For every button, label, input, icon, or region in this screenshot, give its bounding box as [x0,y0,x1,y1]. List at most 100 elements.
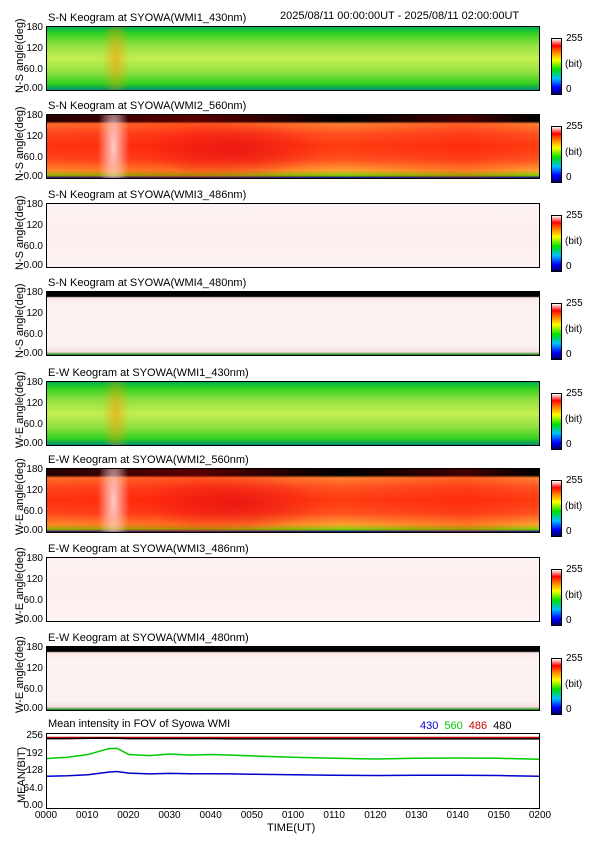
colorbar [551,38,562,95]
y-tick-label: 0.00 [23,83,43,95]
colorbar-max: 255 [566,298,583,309]
colorbar [551,126,562,183]
panel-title: E-W Keogram at SYOWA(WMI4_480nm) [48,632,249,644]
colorbar [551,393,562,450]
keogram-plot [46,557,540,622]
y-tick-label: 180 [26,641,43,653]
x-tick-label: 0150 [487,810,510,821]
x-tick-label: 0100 [281,810,305,821]
y-tick-label: 60.0 [23,240,43,252]
y-tick-label: 0.00 [23,348,43,360]
mean-y-tick-label: 192 [26,747,43,759]
keogram-plot [46,114,540,179]
y-tick-label: 180 [26,463,43,475]
series-line-480 [47,737,539,740]
panel-title: S-N Keogram at SYOWA(WMI4_480nm) [48,277,247,289]
y-tick-label: 0.00 [23,438,43,450]
mean-svg [47,736,539,778]
y-tick-label: 0.00 [23,525,43,537]
colorbar-min: 0 [566,704,572,715]
colorbar [551,215,562,272]
y-tick-label: 120 [26,307,43,319]
y-tick-label: 0.00 [23,703,43,715]
colorbar [551,658,562,715]
colorbar [551,569,562,626]
keogram-plot [46,468,540,533]
x-tick-label: 0130 [405,810,428,821]
colorbar-unit: (bit) [565,414,583,425]
x-tick-label: 0120 [364,810,387,821]
series-line-430 [47,770,539,778]
mean-y-tick-label: 256 [26,730,43,741]
y-tick-label: 180 [26,109,43,121]
y-tick-label: 180 [26,198,43,210]
y-tick-label: 180 [26,286,43,298]
colorbar-min: 0 [566,261,572,272]
x-tick-label: 0140 [446,810,469,821]
mean-title: Mean intensity in FOV of Syowa WMI [48,718,231,730]
series-line-560 [47,747,539,761]
colorbar-min: 0 [566,526,572,537]
legend-entry: 430 [420,720,439,732]
x-tick-label: 0040 [199,810,222,821]
x-tick-label: 0010 [76,810,99,821]
colorbar [551,480,562,537]
y-tick-label: 120 [26,662,43,674]
panel-title: S-N Keogram at SYOWA(WMI2_560nm) [48,100,247,112]
colorbar-max: 255 [566,388,583,399]
x-tick-label: 0000 [34,810,58,821]
panel-title: E-W Keogram at SYOWA(WMI3_486nm) [48,543,249,555]
colorbar-unit: (bit) [565,147,583,158]
mean-y-tick-label: 64.0 [23,782,43,794]
y-tick-label: 120 [26,484,43,496]
colorbar-max: 255 [566,210,583,221]
mean-y-tick-label: 0.00 [23,800,43,811]
colorbar-unit: (bit) [565,679,583,690]
y-tick-label: 120 [26,42,43,54]
colorbar [551,303,562,360]
colorbar-max: 255 [566,475,583,486]
y-tick-label: 120 [26,130,43,142]
panel-title: S-N Keogram at SYOWA(WMI3_486nm) [48,189,247,201]
x-tick-label: 0020 [117,810,140,821]
y-tick-label: 60.0 [23,328,43,340]
y-tick-label: 120 [26,397,43,409]
colorbar-max: 255 [566,121,583,132]
date-range: 2025/08/11 00:00:00UT - 2025/08/11 02:00… [280,10,520,22]
colorbar-unit: (bit) [565,236,583,247]
y-tick-label: 0.00 [23,614,43,626]
x-tick-label: 0200 [528,810,552,821]
colorbar-unit: (bit) [565,501,583,512]
y-tick-label: 180 [26,552,43,564]
y-tick-label: 180 [26,376,43,388]
y-tick-label: 60.0 [23,594,43,606]
colorbar-min: 0 [566,84,572,95]
y-tick-label: 60.0 [23,63,43,75]
panel-title: E-W Keogram at SYOWA(WMI2_560nm) [48,454,249,466]
legend-entry: 480 [493,720,512,732]
keogram-plot [46,26,540,91]
colorbar-max: 255 [566,653,583,664]
keogram-plot [46,203,540,268]
x-tick-label: 0110 [323,810,345,821]
colorbar-min: 0 [566,172,572,183]
colorbar-max: 255 [566,33,583,44]
y-tick-label: 60.0 [23,505,43,517]
keogram-plot [46,291,540,356]
colorbar-unit: (bit) [565,59,583,70]
y-tick-label: 60.0 [23,151,43,163]
colorbar-unit: (bit) [565,324,583,335]
colorbar-max: 255 [566,564,583,575]
keogram-plot [46,381,540,446]
y-tick-label: 120 [26,219,43,231]
colorbar-min: 0 [566,349,572,360]
legend-entry: 486 [468,720,488,732]
panel-title: S-N Keogram at SYOWA(WMI1_430nm) [48,12,247,24]
colorbar-min: 0 [566,439,572,450]
keogram-plot [46,646,540,711]
x-tick-label: 0030 [158,810,181,821]
y-tick-label: 120 [26,573,43,585]
x-axis-label: TIME(UT) [267,822,316,834]
y-tick-label: 0.00 [23,260,43,272]
mean-legend: 430 560 486 480 [420,720,511,732]
